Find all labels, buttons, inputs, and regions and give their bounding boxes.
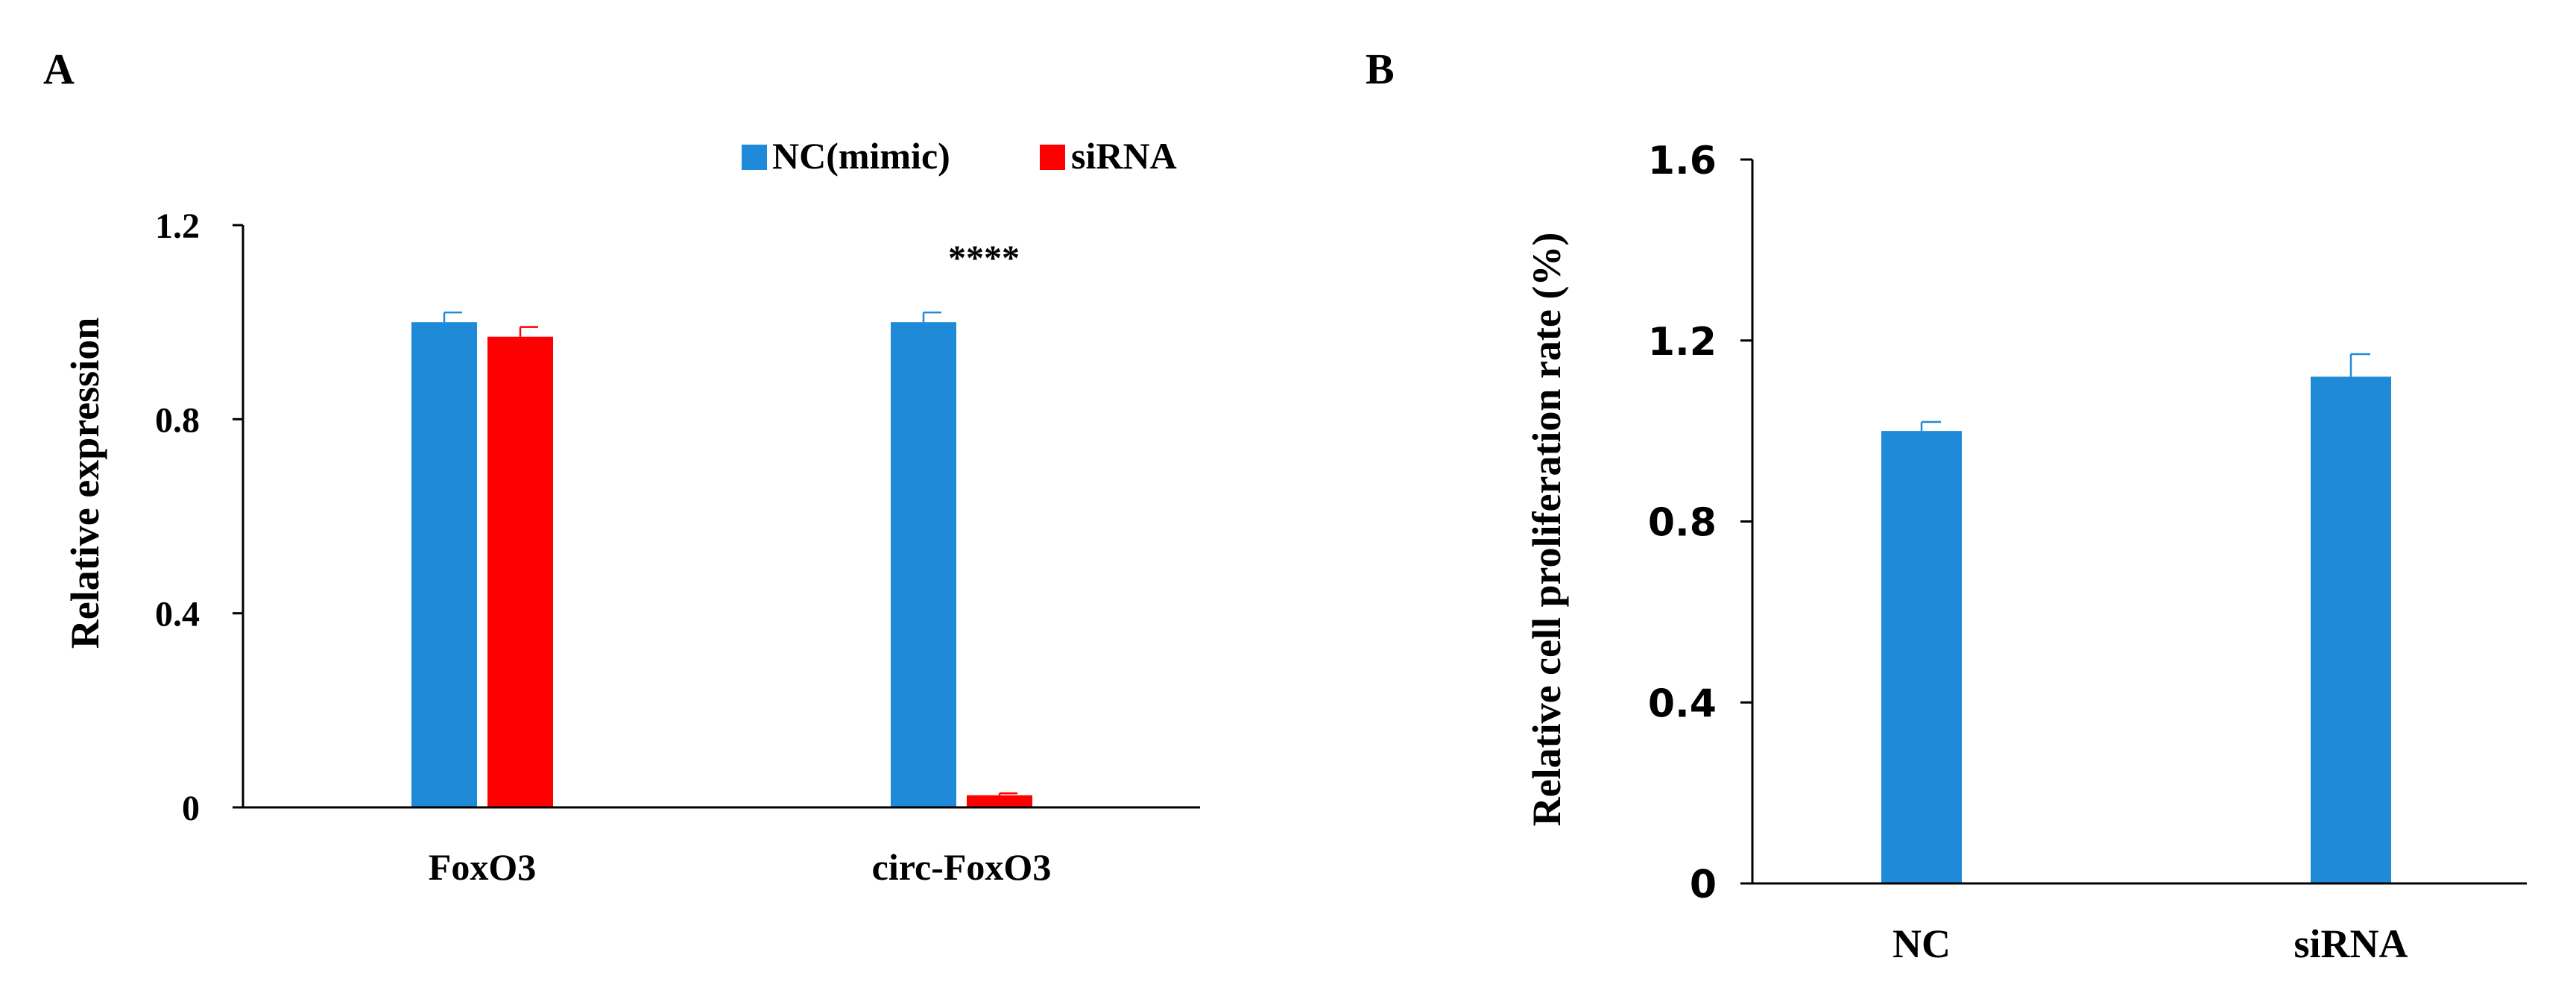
y-axis-label-b: Relative cell proliferation rate (%) — [1524, 233, 1569, 827]
y-tick-label-a-1: 0.4 — [155, 595, 200, 634]
chart-panel-a: NC(mimic) siRNA Relative expression ****… — [63, 135, 1200, 888]
legend-swatch-nc — [742, 145, 767, 170]
x-tick-label-a-0: FoxO3 — [429, 846, 536, 888]
legend-swatch-sirna — [1040, 145, 1065, 170]
bar-a-nc-0 — [411, 322, 477, 808]
x-tick-label-b-1: siRNA — [2294, 921, 2408, 966]
y-axis-label-a: Relative expression — [63, 318, 107, 649]
significance-annotation: **** — [948, 239, 1020, 278]
axes-b: 0 0.4 0.8 1.2 1.6 NC siRNA — [1648, 139, 2527, 966]
y-tick-label-b-2: 0.8 — [1648, 501, 1717, 546]
panel-label-b: B — [1366, 45, 1395, 93]
bar-b-1 — [2311, 376, 2391, 883]
chart-panel-b: Relative cell proliferation rate (%) 0 0.… — [1524, 139, 2527, 966]
bar-a-sirna-0 — [487, 336, 553, 808]
y-tick-label-b-4: 1.6 — [1648, 139, 1717, 183]
x-tick-label-b-0: NC — [1892, 921, 1951, 966]
y-tick-label-b-3: 1.2 — [1648, 320, 1717, 365]
x-tick-label-a-1: circ-FoxO3 — [872, 846, 1052, 888]
legend-label-sirna: siRNA — [1071, 135, 1177, 177]
y-tick-label-b-0: 0 — [1690, 863, 1717, 907]
y-tick-label-b-1: 0.4 — [1648, 681, 1717, 726]
legend-a: NC(mimic) siRNA — [742, 135, 1177, 177]
bars-b — [1881, 353, 2391, 883]
panel-label-a: A — [43, 45, 75, 93]
bar-a-sirna-1 — [967, 795, 1032, 807]
bar-a-nc-1 — [891, 322, 956, 808]
y-tick-label-a-3: 1.2 — [155, 207, 200, 246]
y-tick-label-a-2: 0.8 — [155, 400, 200, 440]
y-tick-label-a-0: 0 — [182, 789, 200, 828]
bars-a — [411, 311, 1032, 808]
bar-b-0 — [1881, 431, 1962, 883]
axes-a: 0 0.4 0.8 1.2 FoxO3 circ-FoxO3 — [155, 207, 1200, 888]
legend-label-nc: NC(mimic) — [772, 135, 950, 177]
